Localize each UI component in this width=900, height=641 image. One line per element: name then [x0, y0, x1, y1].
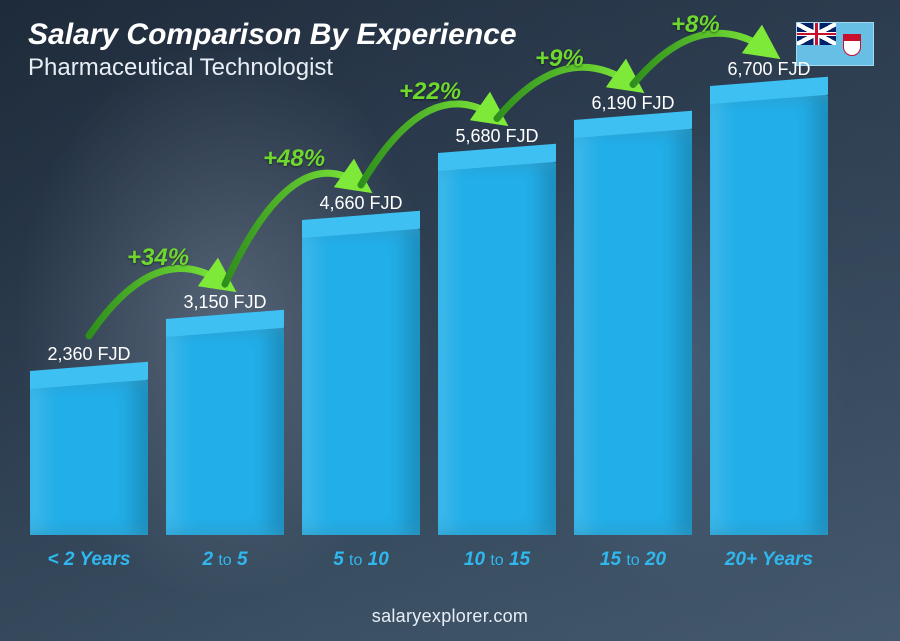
bar-category-label: 15 to 20 — [574, 549, 692, 571]
bar-body — [574, 129, 692, 536]
growth-percentage-label: +9% — [535, 45, 584, 73]
bar-body — [30, 380, 148, 535]
growth-percentage-label: +8% — [671, 11, 720, 39]
bar: 6,700 FJD20+ Years — [710, 95, 828, 535]
bar-category-label: < 2 Years — [30, 549, 148, 571]
bar: 2,360 FJD< 2 Years — [30, 380, 148, 535]
bar-category-label: 10 to 15 — [438, 549, 556, 571]
growth-percentage-label: +34% — [127, 244, 189, 272]
growth-percentage-label: +48% — [263, 145, 325, 173]
footer-attribution: salaryexplorer.com — [0, 606, 900, 627]
bar-category-label: 20+ Years — [710, 549, 828, 571]
chart-container: Salary Comparison By Experience Pharmace… — [0, 0, 900, 641]
bar: 6,190 FJD15 to 20 — [574, 129, 692, 536]
bar-body — [710, 95, 828, 535]
bar-category-label: 5 to 10 — [302, 549, 420, 571]
page-title: Salary Comparison By Experience — [28, 18, 517, 52]
bar-chart: 2,360 FJD< 2 Years3,150 FJD2 to 54,660 F… — [30, 95, 840, 535]
bar-category-label: 2 to 5 — [166, 549, 284, 571]
growth-percentage-label: +22% — [399, 78, 461, 106]
